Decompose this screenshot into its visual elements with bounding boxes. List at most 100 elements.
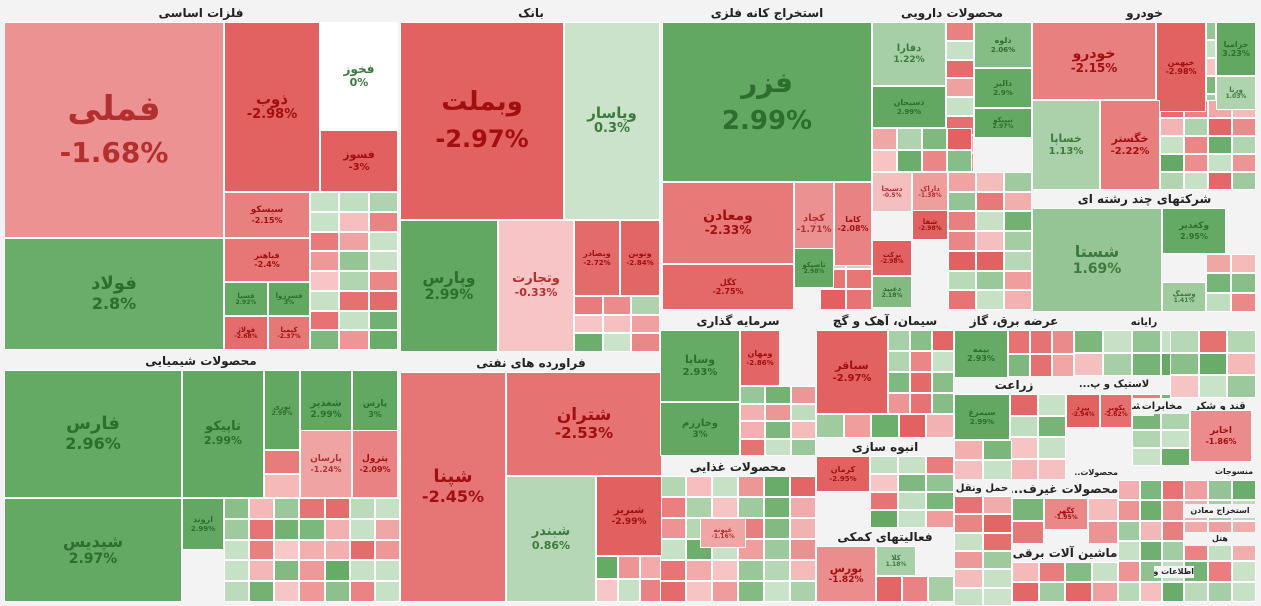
minor-stock-cell[interactable] — [1198, 352, 1228, 376]
minor-stock-cell[interactable] — [954, 587, 983, 606]
minor-stock-cell[interactable] — [1103, 330, 1132, 353]
minor-stock-cell[interactable] — [1088, 521, 1118, 544]
minor-stock-cell[interactable] — [1010, 415, 1038, 437]
minor-stock-cell[interactable] — [1184, 480, 1208, 501]
minor-stock-cell[interactable] — [790, 539, 816, 560]
stock-tile[interactable]: دفارا 1.22% — [872, 22, 946, 86]
stock-tile[interactable]: تیپیکو 2.97% — [974, 108, 1032, 138]
minor-stock-cell[interactable] — [1208, 118, 1232, 136]
minor-stock-cell[interactable] — [764, 518, 790, 539]
minor-stock-cell[interactable] — [249, 581, 275, 602]
minor-stock-cell[interactable] — [1231, 254, 1256, 274]
stock-tile[interactable]: شتران -2.53% — [506, 372, 662, 476]
minor-stock-cell[interactable] — [983, 440, 1012, 460]
minor-stock-cell[interactable] — [310, 290, 340, 311]
stock-tile[interactable]: سباقر -2.97% — [816, 330, 888, 414]
minor-stock-cell[interactable] — [954, 440, 983, 460]
minor-stock-cell[interactable] — [888, 372, 910, 393]
stock-tile[interactable]: دالبر 2.9% — [974, 68, 1032, 108]
minor-stock-cell[interactable] — [1206, 76, 1216, 94]
minor-stock-cell[interactable] — [1012, 521, 1044, 544]
stock-tile[interactable]: دعبید 2.18% — [872, 276, 912, 308]
minor-stock-cell[interactable] — [846, 289, 872, 310]
minor-stock-cell[interactable] — [224, 498, 250, 519]
stock-tile[interactable]: فباهنر -2.4% — [224, 238, 310, 282]
minor-stock-cell[interactable] — [1038, 458, 1066, 480]
stock-tile[interactable]: وخارزم 3% — [660, 402, 740, 456]
minor-stock-cell[interactable] — [1118, 520, 1140, 541]
minor-stock-cell[interactable] — [1232, 118, 1256, 136]
minor-stock-cell[interactable] — [898, 510, 926, 528]
minor-stock-cell[interactable] — [948, 231, 976, 251]
stock-tile[interactable]: وسایا 2.93% — [660, 330, 740, 402]
minor-stock-cell[interactable] — [764, 497, 790, 518]
minor-stock-cell[interactable] — [1132, 448, 1161, 466]
minor-stock-cell[interactable] — [1004, 231, 1032, 251]
stock-tile[interactable]: کیمیا -2.37% — [268, 316, 310, 350]
stock-tile[interactable]: پکویر -2.62% — [1100, 394, 1132, 428]
minor-stock-cell[interactable] — [1232, 581, 1256, 602]
minor-stock-cell[interactable] — [374, 498, 400, 519]
stock-tile[interactable]: پیزد -2.94% — [1066, 394, 1100, 428]
minor-stock-cell[interactable] — [1118, 541, 1140, 562]
minor-stock-cell[interactable] — [349, 539, 375, 561]
minor-stock-cell[interactable] — [339, 211, 369, 232]
minor-stock-cell[interactable] — [1231, 292, 1256, 312]
minor-stock-cell[interactable] — [339, 330, 369, 350]
minor-stock-cell[interactable] — [1118, 480, 1140, 501]
stock-tile[interactable]: کگهر -1.95% — [1044, 498, 1088, 530]
minor-stock-cell[interactable] — [870, 474, 898, 492]
minor-stock-cell[interactable] — [324, 581, 350, 602]
minor-stock-cell[interactable] — [249, 539, 275, 561]
minor-stock-cell[interactable] — [1004, 191, 1032, 212]
minor-stock-cell[interactable] — [946, 97, 974, 116]
minor-stock-cell[interactable] — [324, 518, 350, 540]
stock-tile[interactable]: شستا 1.69% — [1032, 208, 1162, 312]
minor-stock-cell[interactable] — [983, 496, 1012, 515]
minor-stock-cell[interactable] — [274, 539, 300, 561]
minor-stock-cell[interactable] — [224, 560, 250, 582]
minor-stock-cell[interactable] — [1161, 430, 1190, 448]
minor-stock-cell[interactable] — [368, 251, 398, 271]
minor-stock-cell[interactable] — [910, 330, 932, 351]
stock-tile[interactable]: شپنا -2.45% — [400, 372, 506, 602]
minor-stock-cell[interactable] — [948, 172, 976, 192]
minor-stock-cell[interactable] — [686, 581, 712, 602]
stock-tile[interactable]: اخابر -1.86% — [1190, 410, 1252, 462]
stock-tile[interactable]: ومهان -2.86% — [740, 330, 780, 386]
minor-stock-cell[interactable] — [926, 414, 954, 438]
minor-stock-cell[interactable] — [1065, 562, 1092, 582]
minor-stock-cell[interactable] — [1132, 430, 1161, 448]
minor-stock-cell[interactable] — [1161, 448, 1190, 466]
minor-stock-cell[interactable] — [1198, 375, 1228, 398]
minor-stock-cell[interactable] — [946, 22, 974, 41]
minor-stock-cell[interactable] — [954, 569, 983, 588]
minor-stock-cell[interactable] — [602, 314, 632, 334]
minor-stock-cell[interactable] — [926, 510, 954, 528]
stock-tile[interactable]: شبندر 0.86% — [506, 476, 596, 602]
minor-stock-cell[interactable] — [790, 581, 816, 602]
minor-stock-cell[interactable] — [1184, 581, 1208, 602]
minor-stock-cell[interactable] — [932, 351, 954, 372]
minor-stock-cell[interactable] — [765, 438, 791, 456]
minor-stock-cell[interactable] — [324, 539, 350, 561]
minor-stock-cell[interactable] — [274, 581, 300, 602]
minor-stock-cell[interactable] — [1140, 520, 1162, 541]
minor-stock-cell[interactable] — [910, 372, 932, 393]
minor-stock-cell[interactable] — [349, 560, 375, 582]
minor-stock-cell[interactable] — [1184, 172, 1208, 190]
minor-stock-cell[interactable] — [790, 476, 816, 497]
stock-tile[interactable]: دسبحان 2.99% — [872, 86, 946, 128]
minor-stock-cell[interactable] — [932, 393, 954, 414]
minor-stock-cell[interactable] — [765, 421, 791, 439]
minor-stock-cell[interactable] — [310, 310, 340, 331]
minor-stock-cell[interactable] — [765, 386, 791, 404]
minor-stock-cell[interactable] — [983, 460, 1012, 480]
minor-stock-cell[interactable] — [712, 581, 738, 602]
stock-tile[interactable]: وپاسار 0.3% — [564, 22, 660, 220]
minor-stock-cell[interactable] — [1208, 154, 1232, 172]
minor-stock-cell[interactable] — [310, 231, 340, 252]
minor-stock-cell[interactable] — [1052, 354, 1074, 378]
minor-stock-cell[interactable] — [888, 330, 910, 351]
minor-stock-cell[interactable] — [310, 251, 340, 271]
